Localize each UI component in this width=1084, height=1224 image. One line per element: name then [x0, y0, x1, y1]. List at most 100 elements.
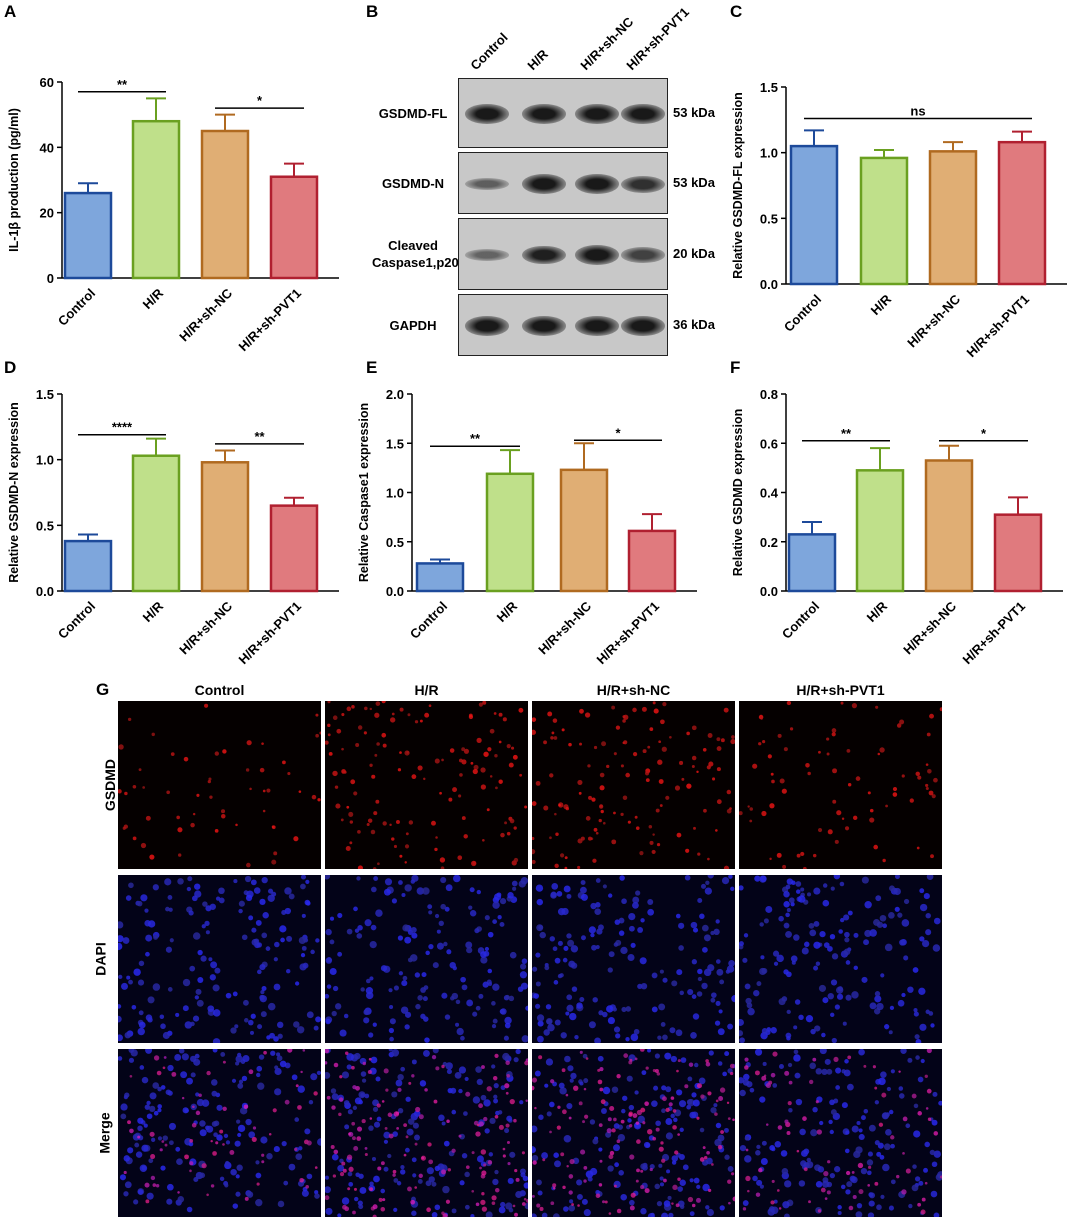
nucleus: [260, 1011, 267, 1018]
nucleus: [778, 915, 784, 922]
nucleus: [400, 1165, 405, 1170]
signal-dot: [606, 1128, 612, 1134]
blot-band: [522, 104, 566, 124]
y-tick-label: 0.0: [386, 584, 404, 599]
nucleus: [506, 1115, 513, 1122]
nucleus: [194, 995, 200, 1000]
signal-dot: [832, 799, 837, 804]
nucleus: [889, 1005, 895, 1011]
nucleus: [869, 1192, 876, 1199]
nucleus: [537, 1035, 544, 1043]
nucleus: [560, 1032, 567, 1039]
signal-dot: [642, 749, 647, 754]
signal-dot: [405, 1135, 409, 1139]
bar: [997, 140, 1047, 286]
signal-dot: [902, 1116, 908, 1122]
nucleus: [354, 928, 360, 933]
signal-dot: [465, 1091, 471, 1097]
nucleus: [332, 985, 339, 992]
nucleus: [491, 1001, 496, 1006]
nucleus: [592, 997, 598, 1003]
signal-dot: [688, 1062, 694, 1067]
nucleus: [651, 1100, 658, 1107]
signal-dot: [442, 1213, 448, 1217]
nucleus: [124, 1092, 130, 1098]
signal-dot: [351, 705, 355, 709]
nucleus: [570, 1072, 577, 1080]
signal-dot: [687, 1196, 694, 1203]
signal-dot: [271, 825, 276, 830]
signal-dot: [676, 832, 682, 838]
signal-dot: [538, 1055, 543, 1060]
nucleus: [202, 901, 208, 907]
signal-dot: [311, 794, 317, 800]
signal-dot: [123, 1170, 127, 1175]
nucleus: [330, 1088, 337, 1094]
nucleus: [492, 1178, 499, 1186]
signal-dot: [287, 771, 291, 776]
bar: [928, 150, 978, 286]
nucleus: [589, 1167, 598, 1176]
signal-dot: [917, 1202, 922, 1207]
nucleus: [620, 946, 628, 955]
nucleus: [774, 1141, 782, 1148]
nucleus: [819, 931, 826, 938]
nucleus: [590, 932, 595, 938]
signal-dot: [599, 804, 603, 808]
nucleus: [844, 937, 850, 943]
panel-letter-e: E: [366, 358, 378, 377]
signal-dot: [435, 1066, 440, 1071]
signal-dot: [368, 1057, 372, 1061]
panel-letter-f: F: [730, 358, 741, 377]
signal-dot: [726, 1101, 730, 1105]
nucleus: [186, 886, 192, 892]
nucleus: [446, 949, 452, 955]
signal-dot: [177, 827, 183, 833]
nucleus: [434, 913, 440, 919]
nucleus: [829, 1129, 834, 1135]
signal-dot: [155, 1184, 160, 1188]
nucleus: [797, 895, 806, 903]
signal-dot: [857, 1162, 864, 1169]
signal-dot: [676, 1069, 679, 1073]
signal-dot: [328, 751, 333, 756]
signal-dot: [380, 1206, 386, 1212]
signal-dot: [339, 1075, 343, 1079]
nucleus: [194, 883, 201, 890]
signal-dot: [767, 754, 772, 759]
nucleus: [914, 1176, 921, 1182]
nucleus: [504, 1016, 512, 1025]
nucleus: [410, 926, 417, 933]
signal-dot: [632, 707, 637, 713]
nucleus: [423, 1049, 430, 1057]
nucleus: [123, 1155, 130, 1162]
nucleus: [148, 1158, 154, 1164]
signal-dot: [593, 827, 598, 832]
signal-dot: [647, 1129, 653, 1135]
signal-dot: [476, 1123, 480, 1127]
signal-dot: [583, 1179, 587, 1183]
nucleus: [773, 961, 779, 966]
signal-dot: [760, 717, 763, 720]
signal-dot: [648, 825, 653, 829]
nucleus: [890, 1069, 895, 1074]
signal-dot: [651, 849, 656, 854]
signal-dot: [468, 714, 474, 720]
signal-dot: [899, 719, 905, 725]
signal-dot: [635, 826, 640, 830]
nucleus: [863, 939, 870, 946]
nucleus: [665, 1132, 673, 1140]
signal-dot: [845, 1170, 851, 1176]
nucleus: [414, 1134, 420, 1141]
signal-dot: [215, 1141, 219, 1145]
nucleus: [557, 908, 566, 916]
nucleus: [515, 1190, 523, 1198]
signal-dot: [640, 1185, 645, 1190]
signal-dot: [927, 1117, 932, 1121]
nucleus: [861, 976, 868, 983]
signal-dot: [362, 1061, 367, 1066]
signal-dot: [744, 1065, 749, 1070]
signal-dot: [644, 771, 650, 776]
signal-dot: [565, 806, 570, 811]
signal-dot: [787, 1101, 792, 1106]
